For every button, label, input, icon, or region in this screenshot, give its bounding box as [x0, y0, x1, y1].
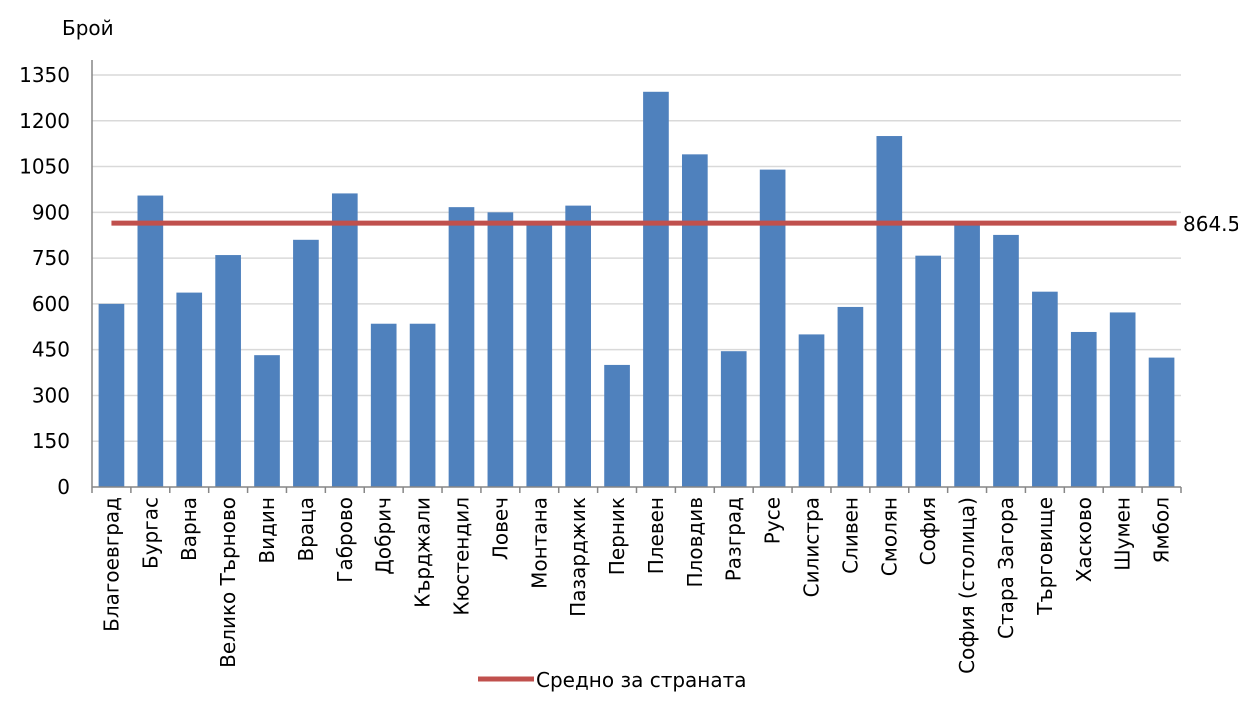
x-tick-label: Бургас — [138, 497, 162, 569]
y-tick-label: 1050 — [19, 155, 70, 179]
average-line-group: 864.5 — [111, 212, 1238, 236]
x-tick-label: Хасково — [1072, 497, 1096, 582]
bar — [526, 221, 553, 487]
bar — [487, 212, 514, 488]
bar — [565, 205, 591, 487]
bar — [604, 364, 630, 487]
bar — [1032, 291, 1058, 487]
average-value-label: 864.5 — [1183, 212, 1238, 236]
y-tick-label: 0 — [57, 475, 70, 499]
x-tick-label: Перник — [605, 497, 629, 575]
bar — [176, 292, 203, 487]
bar — [448, 207, 475, 487]
bar — [1109, 312, 1136, 487]
axes: 0 150 300 450 600 750 900 1050 1200 1350 Благоевгр… — [19, 60, 1182, 674]
bar — [98, 303, 125, 487]
bar — [993, 234, 1019, 487]
y-tick-label: 450 — [32, 338, 70, 362]
x-tick-label: Пазарджик — [566, 497, 590, 617]
x-tick-label: Плевен — [644, 497, 668, 574]
x-tick-label: Шумен — [1111, 497, 1135, 571]
bar — [837, 306, 864, 487]
x-tick-label: Сливен — [838, 497, 862, 574]
x-tick-label: Търговище — [1033, 497, 1057, 616]
bar — [1070, 331, 1097, 487]
legend: Средно за страната — [478, 668, 747, 692]
x-tick-label: Пловдив — [683, 497, 707, 587]
x-tick-label: Благоевград — [99, 497, 123, 632]
bar — [370, 323, 397, 487]
bar — [643, 91, 669, 487]
x-tick-label: Стара Загора — [994, 497, 1018, 639]
x-tick-label: София (столица) — [955, 497, 979, 674]
bar — [215, 255, 241, 487]
bar — [798, 334, 825, 487]
bars — [98, 91, 1175, 488]
x-tick-label: Монтана — [527, 497, 551, 589]
y-tick-label: 1200 — [19, 109, 70, 133]
y-tick-label: 1350 — [19, 63, 70, 87]
x-tick-label: Габрово — [333, 497, 357, 583]
bar — [1148, 357, 1175, 487]
bar — [720, 351, 747, 487]
y-tick-label: 150 — [32, 429, 70, 453]
bar — [759, 169, 786, 487]
bar — [293, 239, 319, 487]
x-tick-label: Силистра — [800, 497, 824, 597]
legend-label: Средно за страната — [536, 668, 747, 692]
x-tick-label: Видин — [255, 497, 279, 564]
x-tick-label: Ямбол — [1150, 497, 1174, 563]
x-tick-label: Кюстендил — [449, 497, 473, 616]
x-tick-label: Кърджали — [411, 497, 435, 608]
x-tick-label: Враца — [294, 497, 318, 562]
bar — [137, 195, 164, 487]
y-tick-label: 900 — [32, 200, 70, 224]
y-tick-label: 600 — [32, 292, 70, 316]
y-tick-label: 750 — [32, 246, 70, 270]
bar — [876, 136, 903, 487]
bar — [254, 355, 280, 487]
y-axis-label: Брой — [62, 16, 114, 40]
y-tick-label: 300 — [32, 383, 70, 407]
x-tick-label: София — [916, 497, 940, 565]
x-tick-label: Русе — [761, 497, 785, 544]
x-tick-label: Ловеч — [488, 497, 512, 560]
bar — [682, 154, 708, 487]
bar — [409, 323, 436, 487]
x-tick-label: Добрич — [372, 497, 396, 575]
x-tick-label: Смолян — [877, 497, 901, 576]
bar — [954, 221, 980, 487]
x-tick-label: Разград — [722, 497, 746, 581]
x-tick-label: Варна — [177, 497, 201, 561]
bar — [915, 255, 942, 487]
bar — [331, 193, 358, 487]
x-tick-label: Велико Търново — [216, 497, 240, 668]
